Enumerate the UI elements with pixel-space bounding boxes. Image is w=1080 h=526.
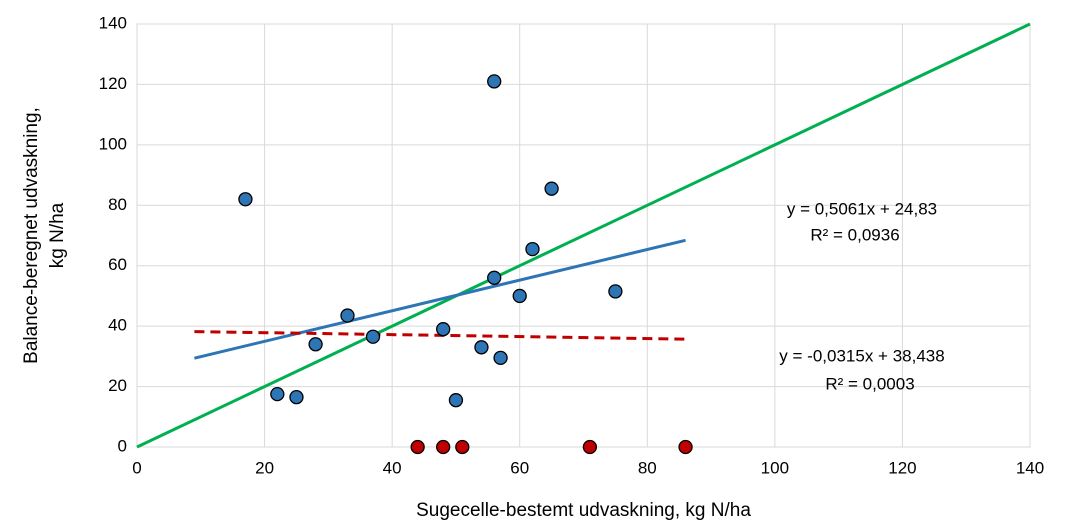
data-point [238,192,253,207]
annotation: y = -0,0315x + 38,438 [779,346,944,365]
x-tick-label: 20 [255,458,274,477]
data-point [270,386,285,402]
y-tick-label: 20 [108,376,127,395]
y-tick-label: 80 [108,195,127,214]
data-point [487,74,502,89]
data-point [289,389,304,405]
data-point [512,288,527,304]
annotation: R² = 0,0003 [825,374,914,393]
data-point [487,270,502,285]
trend-line [194,238,686,360]
data-point [448,393,464,408]
y-tick-label: 140 [99,13,127,32]
x-tick-label: 0 [132,458,141,477]
trend-line [136,22,1031,449]
annotation: R² = 0,0936 [810,225,899,244]
data-point [474,340,489,355]
x-tick-label: 140 [1016,458,1044,477]
x-tick-label: 100 [761,458,789,477]
data-point [410,439,425,455]
x-tick-label: 60 [510,458,529,477]
data-point [436,439,451,455]
y-axis-label: Balance-beregnet udvaskning, [21,107,42,364]
data-point [340,308,355,323]
data-point [455,439,470,455]
y-tick-label: 0 [118,436,127,455]
data-point [678,439,693,455]
x-tick-label: 40 [383,458,402,477]
data-point [582,439,598,455]
annotation: y = 0,5061x + 24,83 [787,199,937,218]
data-point [544,181,559,196]
y-tick-label: 120 [99,74,127,93]
x-tick-label: 120 [888,458,916,477]
data-point [308,337,323,352]
y-tick-label: 60 [108,255,127,274]
data-point [365,329,381,344]
data-point [525,241,540,257]
data-point [436,322,451,337]
x-axis-label: Sugecelle-bestemt udvaskning, kg N/ha [416,500,751,521]
y-axis-label: kg N/ha [47,202,68,268]
y-tick-label: 100 [99,134,127,153]
data-point [493,350,508,366]
data-point [608,284,623,299]
x-tick-label: 80 [638,458,657,477]
y-tick-label: 40 [108,316,127,335]
